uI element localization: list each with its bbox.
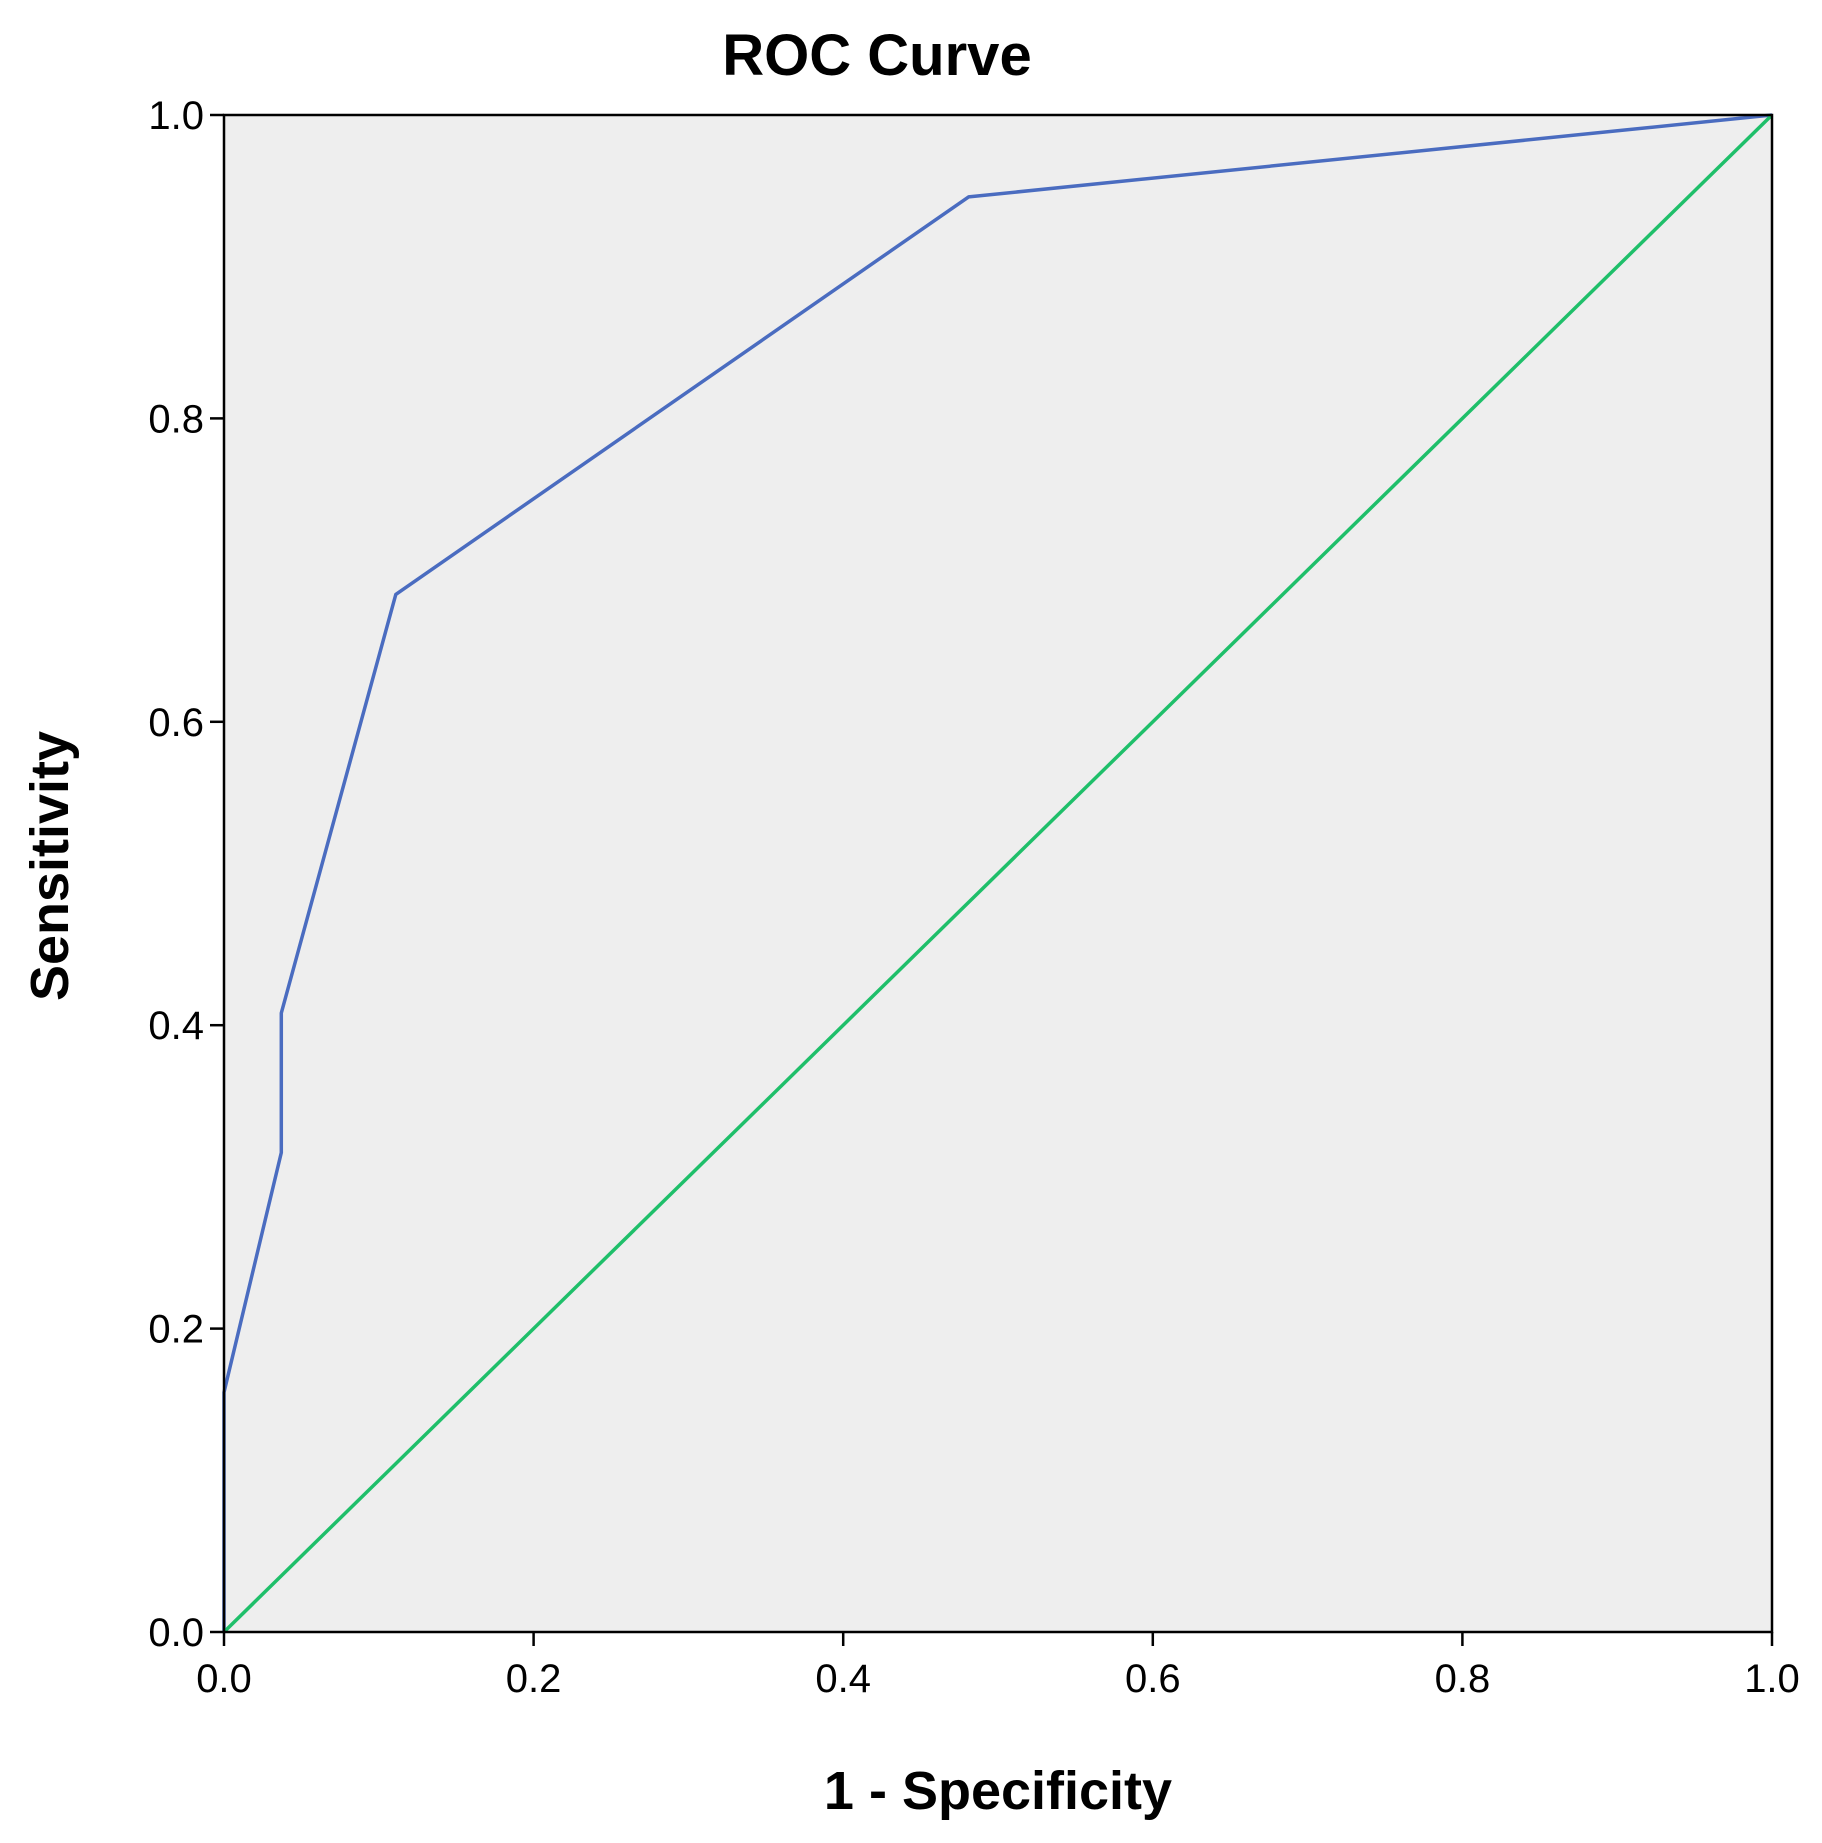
reference-diagonal-line	[222, 113, 1774, 1634]
x-tick-label: 0.4	[815, 1657, 871, 1701]
y-tick-label: 0.6	[148, 701, 204, 745]
y-axis-label: Sensitivity	[20, 731, 80, 1001]
y-tick-label: 0.0	[148, 1611, 204, 1655]
plot-frame	[222, 113, 1774, 1634]
x-tick-label: 0.6	[1125, 1657, 1181, 1701]
x-tick-label: 0.8	[1435, 1657, 1491, 1701]
x-tick-label: 1.0	[1744, 1657, 1800, 1701]
y-tick-label: 0.2	[148, 1308, 204, 1352]
y-tick-label: 0.8	[148, 397, 204, 441]
x-tick-label: 0.0	[196, 1657, 252, 1701]
y-tick-label: 1.0	[148, 94, 204, 138]
x-axis-label: 1 - Specificity	[824, 1761, 1172, 1821]
x-tick-label: 0.2	[506, 1657, 562, 1701]
chart-title: ROC Curve	[722, 23, 1031, 88]
y-tick-label: 0.4	[148, 1004, 204, 1048]
ticks-layer: 0.0 0.2 0.4 0.6 0.8 1.0 0.0 0.2 0.4 0.6 0.8 1.0	[148, 94, 1799, 1701]
